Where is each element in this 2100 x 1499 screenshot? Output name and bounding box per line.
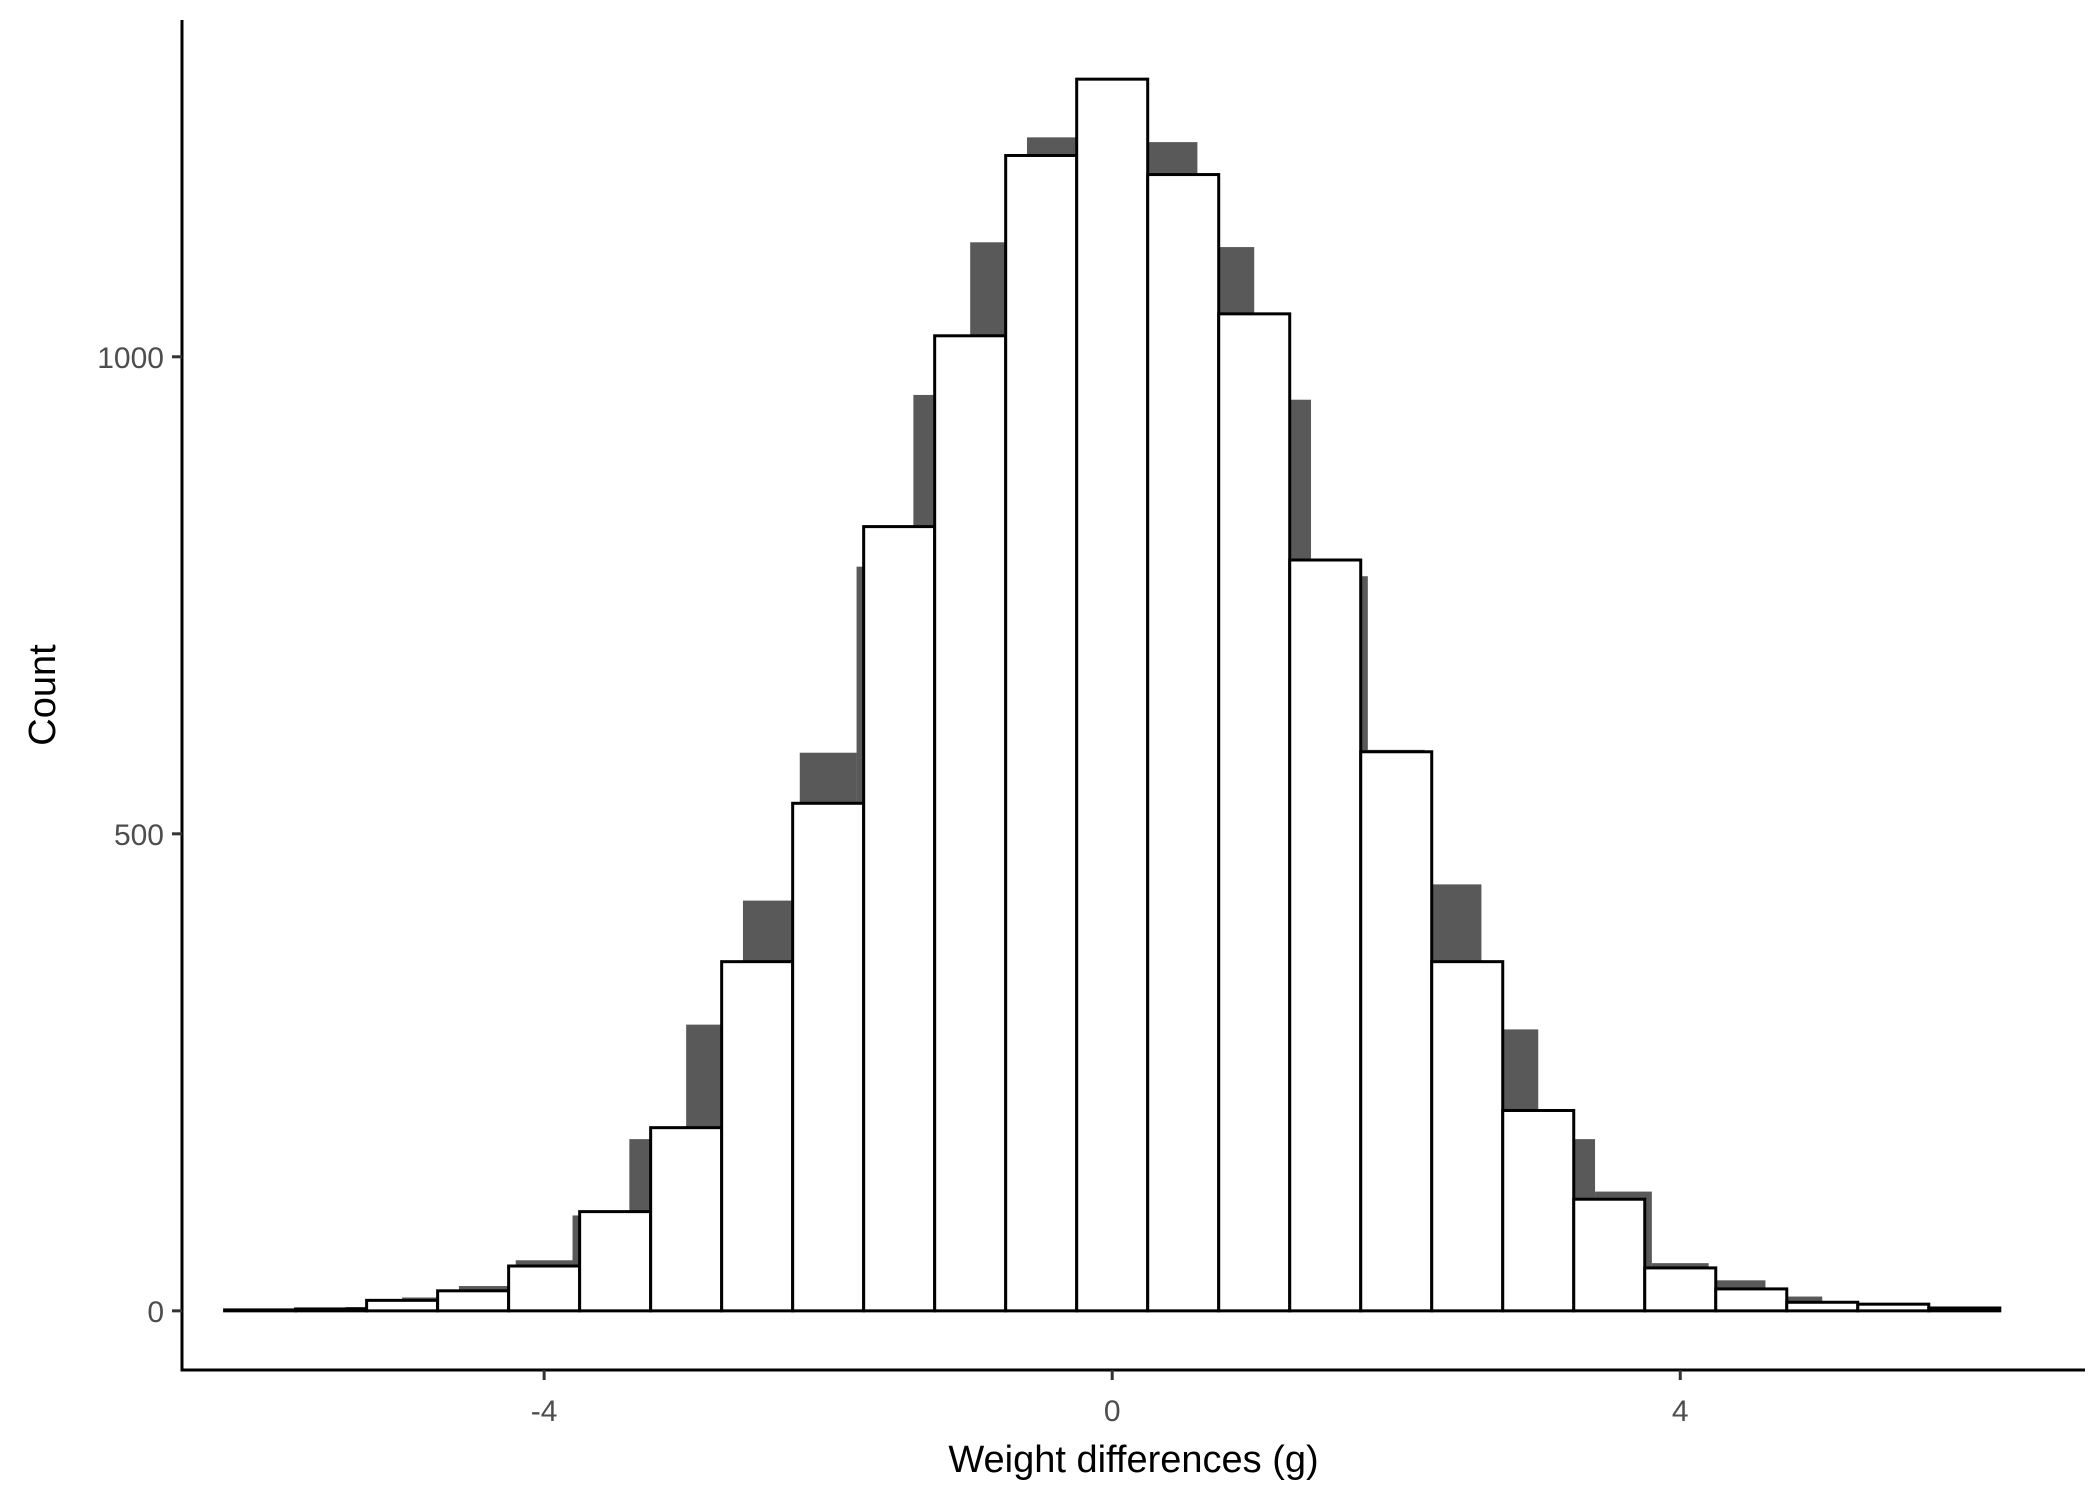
outline-bar [507, 1264, 582, 1313]
axes [172, 20, 2085, 1380]
outline-bar [1927, 1306, 2002, 1313]
x-tick-label: 4 [1672, 1395, 1689, 1428]
outline-bar [223, 1308, 298, 1313]
y-axis-title: Count [22, 644, 64, 746]
y-tick-label: 1000 [97, 342, 164, 375]
outline-bar [1785, 1300, 1860, 1313]
outline-bar [791, 801, 866, 1313]
y-tick-label: 500 [114, 819, 164, 852]
outline-bar [933, 334, 1008, 1313]
outline-bar [365, 1298, 440, 1313]
outline-bar [1714, 1287, 1789, 1313]
outlined-histogram-bars [223, 77, 2002, 1313]
outline-bar [862, 525, 937, 1313]
outline-bar [1643, 1266, 1718, 1313]
outline-bar [436, 1289, 511, 1313]
outline-bar [649, 1126, 724, 1313]
outline-bar [1430, 960, 1505, 1313]
outline-bar [1004, 153, 1079, 1313]
x-tick-label: -4 [531, 1395, 558, 1428]
outline-bar [294, 1307, 369, 1313]
x-axis-title: Weight differences (g) [948, 1439, 1318, 1481]
x-tick-label: 0 [1104, 1395, 1121, 1428]
outline-bar [1359, 750, 1434, 1313]
outline-bar [1288, 558, 1363, 1313]
outline-bar [1217, 312, 1292, 1313]
outline-bar [1572, 1197, 1647, 1313]
outline-bar [1146, 173, 1221, 1313]
outline-bar [720, 960, 795, 1313]
outline-bar [578, 1210, 653, 1313]
tick-labels: -4 0 4 0 500 1000 [97, 342, 1688, 1428]
outline-bar [1856, 1302, 1931, 1313]
outline-bar [1075, 77, 1150, 1313]
y-tick-label: 0 [147, 1296, 164, 1329]
outline-bar [1501, 1108, 1576, 1313]
